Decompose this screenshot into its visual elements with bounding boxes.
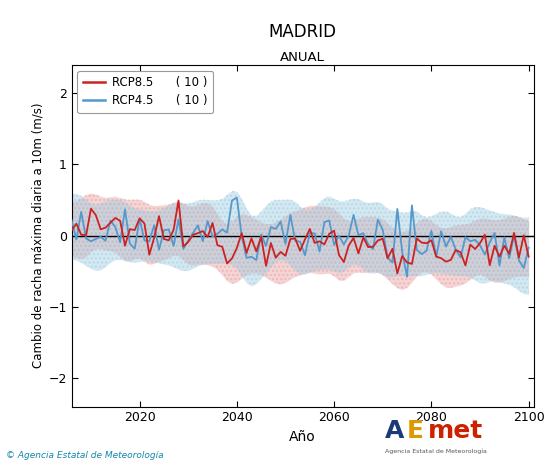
Text: ANUAL: ANUAL (280, 51, 325, 64)
X-axis label: Año: Año (289, 430, 316, 444)
Y-axis label: Cambio de racha máxima diaria a 10m (m/s): Cambio de racha máxima diaria a 10m (m/s… (31, 103, 44, 368)
Text: © Agencia Estatal de Meteorología: © Agencia Estatal de Meteorología (6, 451, 163, 460)
Text: met: met (428, 419, 483, 443)
Text: E: E (406, 419, 424, 443)
Text: Agencia Estatal de Meteorología: Agencia Estatal de Meteorología (385, 449, 487, 454)
Legend: RCP8.5      ( 10 ), RCP4.5      ( 10 ): RCP8.5 ( 10 ), RCP4.5 ( 10 ) (78, 71, 213, 113)
Text: A: A (385, 419, 404, 443)
Text: MADRID: MADRID (268, 23, 337, 41)
